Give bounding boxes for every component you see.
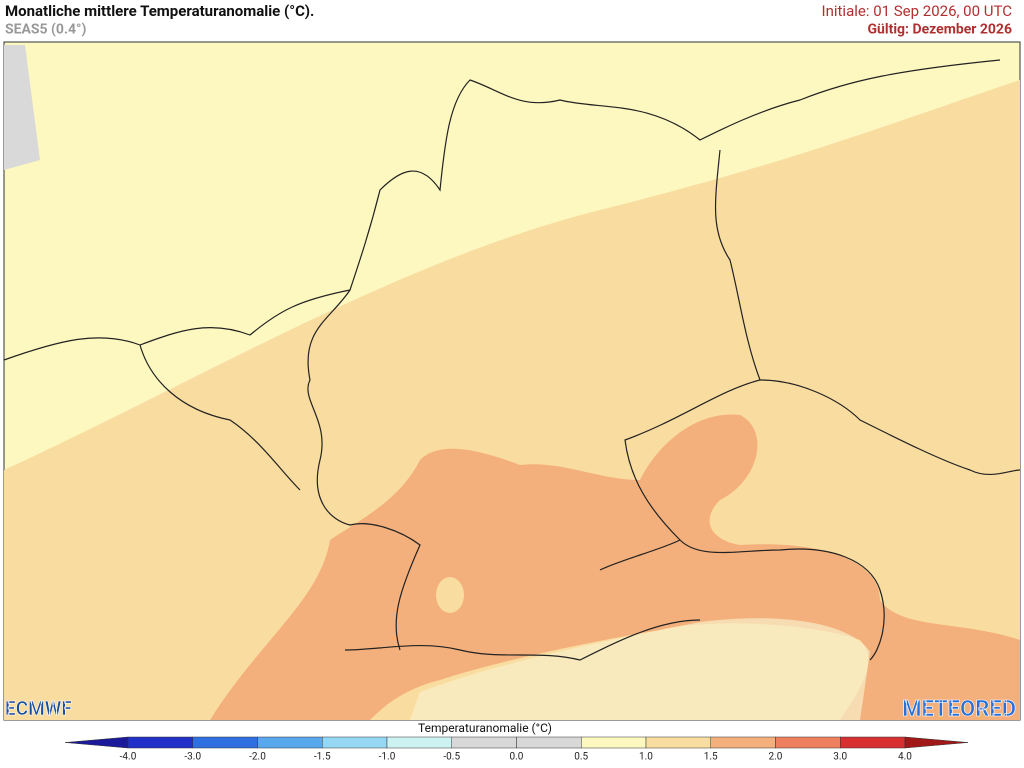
title: Monatliche mittlere Temperaturanomalie (… [5, 2, 314, 20]
colorbar-tick-label: -4.0 [120, 752, 137, 763]
map [3, 41, 1021, 721]
colorbar-segment [775, 736, 841, 749]
colorbar-segment [710, 736, 776, 749]
colorbar-tick-label: 4.0 [898, 752, 912, 763]
colorbar-tick-label: 0.0 [510, 752, 524, 763]
colorbar-tick-label: 3.0 [833, 752, 847, 763]
colorbar-tick-label: 0.5 [574, 752, 588, 763]
colorbar-segment [322, 736, 388, 749]
anomaly-hole [436, 577, 464, 613]
colorbar-tick-label: -2.0 [249, 752, 266, 763]
colorbar-tick-label: 2.0 [769, 752, 783, 763]
colorbar-tick-label: -3.0 [184, 752, 201, 763]
colorbar-segment [840, 736, 906, 749]
colorbar-under [64, 736, 129, 749]
colorbar-title: Temperaturanomalie (°C) [418, 721, 552, 735]
colorbar-over [904, 736, 969, 749]
valid-date: Gültig: Dezember 2026 [868, 22, 1012, 38]
colorbar-segment [645, 736, 711, 749]
colorbar-tick-label: -1.0 [379, 752, 396, 763]
alps-relief [410, 618, 870, 720]
logo-meteored: METEORED [902, 697, 1016, 722]
colorbar-segment [516, 736, 582, 749]
colorbar-segment [386, 736, 452, 749]
colorbar-segment [127, 736, 193, 749]
colorbar-segment [257, 736, 323, 749]
initial-date: Initiale: 01 Sep 2026, 00 UTC [822, 2, 1013, 20]
subtitle: SEAS5 (0.4°) [5, 22, 87, 38]
colorbar-segment [581, 736, 647, 749]
borders [3, 59, 1021, 661]
colorbar: -4.0 -3.0 -2.0 -1.5 -1.0 -0.5 0.0 0.5 1.0 1.5 2.0 3… [64, 736, 969, 763]
colorbar-segment [192, 736, 258, 749]
colorbar-tick-label: -0.5 [443, 752, 460, 763]
colorbar-tick-label: -1.5 [314, 752, 331, 763]
colorbar-tick-label: 1.5 [704, 752, 718, 763]
no-data-area [4, 45, 40, 170]
anomaly-1.5-2 [210, 414, 1020, 720]
colorbar-segment [451, 736, 517, 749]
logo-ecmwf: ECMWF [5, 697, 72, 720]
colorbar-tick-label: 1.0 [639, 752, 653, 763]
